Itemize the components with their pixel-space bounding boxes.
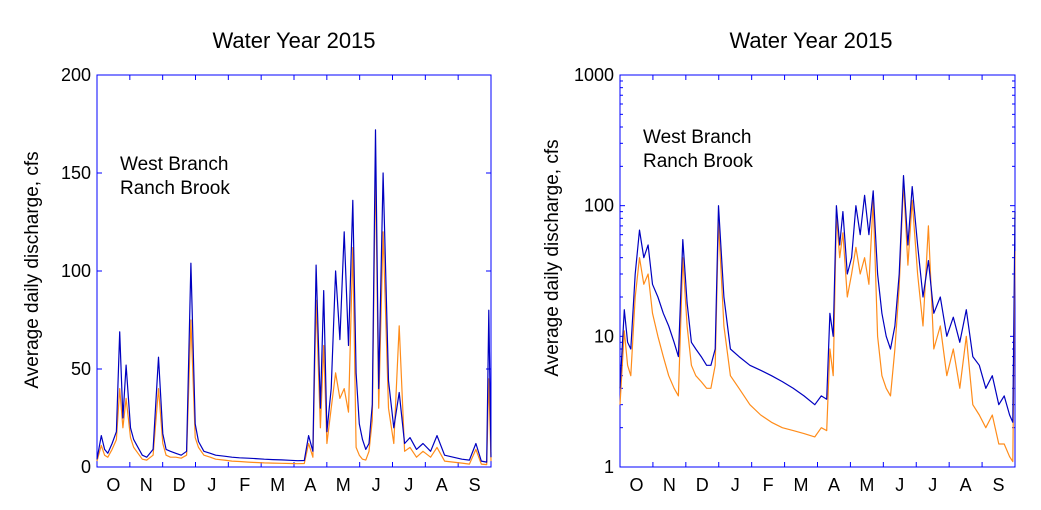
series-line-ranch-brook [96,162,492,466]
x-tick-label: M [859,475,874,495]
x-tick-label: O [629,475,643,495]
x-tick-label: F [239,475,250,495]
x-tick-label: M [336,475,351,495]
x-tick-label: D [696,475,709,495]
y-tick-label: 150 [61,163,91,183]
x-tick-label: S [469,475,481,495]
x-tick-label: O [106,475,120,495]
legend-west-branch: West Branch [120,154,228,175]
x-tick-label: J [731,475,740,495]
y-axis-label: Average daily discharge, cfs [542,139,563,376]
x-tick-label: M [270,475,285,495]
chart-title: Water Year 2015 [729,28,892,53]
x-tick-label: A [960,475,972,495]
x-tick-label: N [663,475,676,495]
x-tick-label: A [304,475,316,495]
x-tick-label: M [794,475,809,495]
x-tick-label: N [140,475,153,495]
y-tick-label: 0 [81,457,91,477]
series-lines [96,129,492,466]
chart-panel-log: Water Year 2015 Average daily discharge,… [542,28,1016,495]
x-tick-label: J [372,475,381,495]
x-tick-label: S [993,475,1005,495]
legend-ranch-brook: Ranch Brook [643,151,753,172]
x-tick-label: J [207,475,216,495]
y-tick-label: 10 [594,326,614,346]
y-tick-label: 1000 [574,65,614,85]
x-tick-label: J [928,475,937,495]
y-tick-label: 200 [61,65,91,85]
x-tick-label: J [895,475,904,495]
series-line-west-branch [96,129,492,463]
y-tick-label: 100 [584,196,614,216]
chart-panel-linear: Water Year 2015 Average daily discharge,… [22,28,492,495]
y-tick-label: 1 [604,457,614,477]
x-tick-label: F [763,475,774,495]
y-tick-label: 100 [61,261,91,281]
x-tick-label: A [828,475,840,495]
legend-ranch-brook: Ranch Brook [120,178,230,199]
legend-west-branch: West Branch [643,127,751,148]
x-tick-label: D [173,475,186,495]
x-tick-label: J [404,475,413,495]
x-tick-label: A [436,475,448,495]
y-tick-label: 50 [71,359,91,379]
chart-title: Water Year 2015 [212,28,375,53]
series-line-west-branch [619,175,1016,423]
y-axis-label: Average daily discharge, cfs [22,151,43,388]
series-lines [619,175,1016,463]
